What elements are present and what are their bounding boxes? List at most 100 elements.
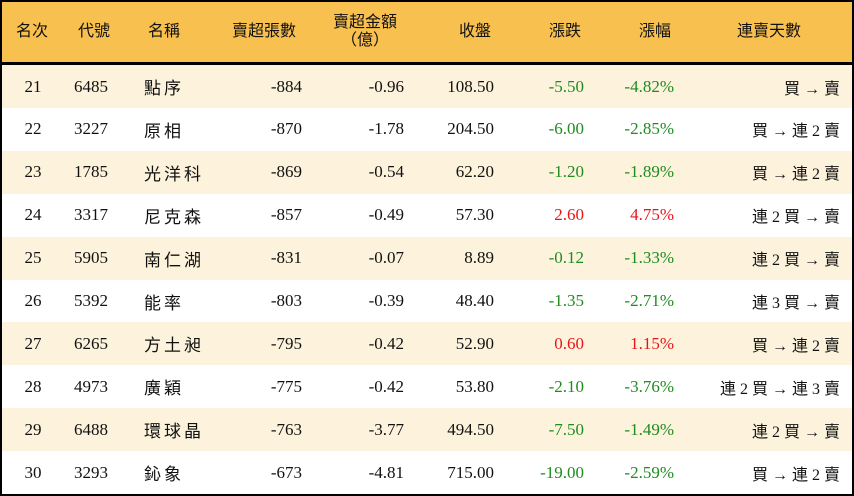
rank-cell: 29 [24, 419, 42, 439]
close-cell: 494.50 [447, 419, 494, 439]
change-cell: 2.60 [554, 205, 584, 225]
rank-cell: 23 [24, 162, 42, 182]
streak-cell: 連 2 買 → 賣 [751, 252, 840, 270]
amount-cell: -0.42 [368, 376, 404, 396]
code-cell: 6485 [74, 76, 108, 96]
amount-cell: -0.39 [368, 291, 404, 310]
pct-cell: -4.82% [624, 76, 674, 96]
pct-cell: -1.49% [624, 419, 674, 439]
header-amount-line2: （億） [340, 32, 389, 49]
close-cell: 57.30 [455, 205, 494, 225]
change-cell: -6.00 [548, 119, 584, 139]
streak-cell: 連 2 買 → 賣 [751, 423, 840, 441]
code-cell: 6265 [74, 333, 108, 353]
code-cell: 3317 [74, 205, 108, 225]
close-cell: 53.80 [455, 376, 494, 396]
pct-cell: -3.76% [624, 376, 674, 396]
close-cell: 48.40 [455, 291, 494, 310]
lots-cell: -795 [270, 333, 302, 353]
header-code: 代號 [77, 23, 110, 40]
streak-cell: 買 → 連 2 賣 [751, 166, 840, 184]
streak-cell: 買 → 連 2 賣 [751, 337, 840, 355]
header-streak: 連賣天數 [736, 23, 801, 40]
name-cell: 光洋科 [144, 164, 204, 184]
table-row: 29 6488 環球晶 -763 -3.77 494.50 -7.50 -1.49% 連 2 買… [2, 408, 852, 452]
amount-cell: -4.81 [368, 462, 404, 482]
table-row: 27 6265 方土昶 -795 -0.42 52.90 0.60 1.15% 買 → 連 2 … [2, 322, 852, 366]
close-cell: 715.00 [447, 462, 494, 482]
table-row: 30 3293 鈊象 -673 -4.81 715.00 -19.00 -2.59% 買 → 連… [2, 451, 852, 494]
change-cell: -19.00 [540, 462, 584, 482]
code-cell: 1785 [74, 162, 108, 182]
header-change: 漲跌 [548, 23, 581, 40]
pct-cell: -1.89% [624, 162, 674, 182]
pct-cell: -2.85% [624, 119, 674, 139]
header-amount: 賣超金額 （億） [324, 2, 406, 62]
streak-cell: 買 → 連 2 賣 [751, 123, 840, 141]
change-cell: 0.60 [554, 333, 584, 353]
close-cell: 108.50 [447, 76, 494, 96]
rank-cell: 24 [24, 205, 42, 225]
rank-cell: 25 [24, 248, 42, 268]
amount-cell: -0.96 [368, 76, 404, 96]
name-cell: 南仁湖 [144, 250, 204, 270]
name-cell: 廣穎 [144, 379, 184, 399]
lots-cell: -763 [270, 419, 302, 439]
lots-cell: -803 [270, 291, 302, 310]
amount-cell: -1.78 [368, 119, 404, 139]
lots-cell: -869 [270, 162, 302, 182]
name-cell: 方土昶 [144, 336, 204, 356]
table-row: 21 6485 點序 -884 -0.96 108.50 -5.50 -4.82% 買 → 賣 [2, 65, 852, 108]
code-cell: 4973 [74, 376, 108, 396]
table-row: 24 3317 尼克森 -857 -0.49 57.30 2.60 4.75% 連 2 買 → … [2, 194, 852, 237]
rank-cell: 26 [24, 291, 42, 310]
pct-cell: -1.33% [624, 248, 674, 268]
code-cell: 6488 [74, 419, 108, 439]
pct-cell: -2.59% [624, 462, 674, 482]
streak-cell: 連 3 買 → 賣 [751, 295, 840, 312]
header-name: 名稱 [147, 23, 180, 40]
name-cell: 能率 [144, 293, 184, 313]
pct-cell: 4.75% [630, 205, 674, 225]
lots-cell: -775 [270, 376, 302, 396]
lots-cell: -870 [270, 119, 302, 139]
header-rank: 名次 [15, 23, 48, 40]
code-cell: 5392 [74, 291, 108, 310]
lots-cell: -831 [270, 248, 302, 268]
pct-cell: -2.71% [624, 291, 674, 310]
name-cell: 尼克森 [144, 207, 204, 227]
name-cell: 點序 [144, 79, 184, 98]
streak-cell: 買 → 連 2 賣 [751, 466, 840, 484]
table-header: 名次 代號 名稱 賣超張數 賣超金額 （億） 收盤 漲跌 漲幅 連賣天數 [2, 2, 852, 65]
change-cell: -1.20 [548, 162, 584, 182]
name-cell: 原相 [144, 121, 184, 141]
name-cell: 環球晶 [144, 422, 204, 442]
amount-cell: -0.42 [368, 333, 404, 353]
table-row: 22 3227 原相 -870 -1.78 204.50 -6.00 -2.85% 買 → 連 … [2, 108, 852, 151]
change-cell: -0.12 [548, 248, 584, 268]
amount-cell: -0.07 [368, 248, 404, 268]
streak-cell: 買 → 賣 [783, 80, 840, 98]
streak-cell: 連 2 買 → 賣 [751, 209, 840, 227]
code-cell: 3227 [74, 119, 108, 139]
code-cell: 5905 [74, 248, 108, 268]
table-row: 28 4973 廣穎 -775 -0.42 53.80 -2.10 -3.76% 連 2 買 →… [2, 365, 852, 408]
close-cell: 52.90 [455, 333, 494, 353]
name-cell: 鈊象 [144, 465, 184, 485]
lots-cell: -673 [270, 462, 302, 482]
code-cell: 3293 [74, 462, 108, 482]
change-cell: -5.50 [548, 76, 584, 96]
close-cell: 8.89 [464, 248, 494, 268]
table-row: 23 1785 光洋科 -869 -0.54 62.20 -1.20 -1.89% 買 → 連 … [2, 150, 852, 194]
header-close: 收盤 [458, 23, 491, 40]
header-amount-line1: 賣超金額 [332, 14, 397, 31]
streak-cell: 連 2 買 → 連 3 賣 [719, 380, 840, 398]
header-pct: 漲幅 [638, 23, 671, 40]
rank-cell: 27 [24, 333, 42, 353]
amount-cell: -0.54 [368, 162, 404, 182]
lots-cell: -857 [270, 205, 302, 225]
change-cell: -7.50 [548, 419, 584, 439]
change-cell: -1.35 [548, 291, 584, 310]
rank-cell: 30 [24, 462, 42, 482]
